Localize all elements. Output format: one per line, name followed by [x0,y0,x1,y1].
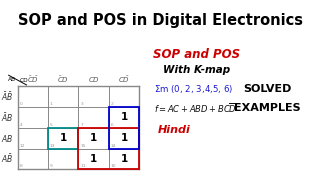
Text: 5: 5 [50,123,53,127]
Text: $A\bar{B}$: $A\bar{B}$ [1,152,13,165]
Text: 6: 6 [111,123,114,127]
Text: 1: 1 [50,102,53,106]
Text: 8: 8 [20,164,22,168]
Text: 1: 1 [120,112,128,122]
Text: EXAMPLES: EXAMPLES [234,103,300,113]
Text: $AB$: $AB$ [1,133,13,144]
Ellipse shape [0,34,320,67]
Text: 3: 3 [80,102,83,106]
Text: $\bar{A}\bar{B}$: $\bar{A}\bar{B}$ [1,90,13,103]
Text: 2: 2 [111,102,114,106]
Text: 9: 9 [50,164,53,168]
Text: 7: 7 [80,123,83,127]
Text: 10: 10 [111,164,116,168]
Text: Hindi: Hindi [158,125,191,135]
Text: 13: 13 [50,144,55,148]
Text: $\bar{C}D$: $\bar{C}D$ [57,74,69,85]
Text: $CD$: $CD$ [88,75,100,84]
Text: $\bar{C}\bar{D}$: $\bar{C}\bar{D}$ [27,74,39,85]
Text: 1: 1 [120,133,128,143]
Bar [109,107,139,148]
Text: 12: 12 [20,144,25,148]
Text: $f=AC+ABD+BC\overline{D}$: $f=AC+ABD+BC\overline{D}$ [154,101,237,115]
Text: 15: 15 [80,144,86,148]
Text: SOP and POS in Digital Electronics: SOP and POS in Digital Electronics [18,13,302,28]
Text: 4: 4 [20,123,22,127]
Text: $\Sigma$m (0, 2, 3,4,5, 6): $\Sigma$m (0, 2, 3,4,5, 6) [154,83,233,95]
Text: With K-map: With K-map [163,65,230,75]
Text: $C\bar{D}$: $C\bar{D}$ [118,74,130,85]
Text: 1: 1 [90,154,97,164]
Text: $\bar{A}B$: $\bar{A}B$ [1,111,13,124]
Bar [48,128,78,148]
Text: AB: AB [8,76,16,82]
Text: CD: CD [19,78,28,83]
Text: 1: 1 [120,154,128,164]
Bar [78,128,139,169]
Text: 1: 1 [60,133,67,143]
Text: 0: 0 [20,102,22,106]
Text: SOP and POS: SOP and POS [153,48,240,60]
Text: 11: 11 [80,164,86,168]
Text: 1: 1 [90,133,97,143]
Text: SOLVED: SOLVED [243,84,292,94]
Text: 14: 14 [111,144,116,148]
